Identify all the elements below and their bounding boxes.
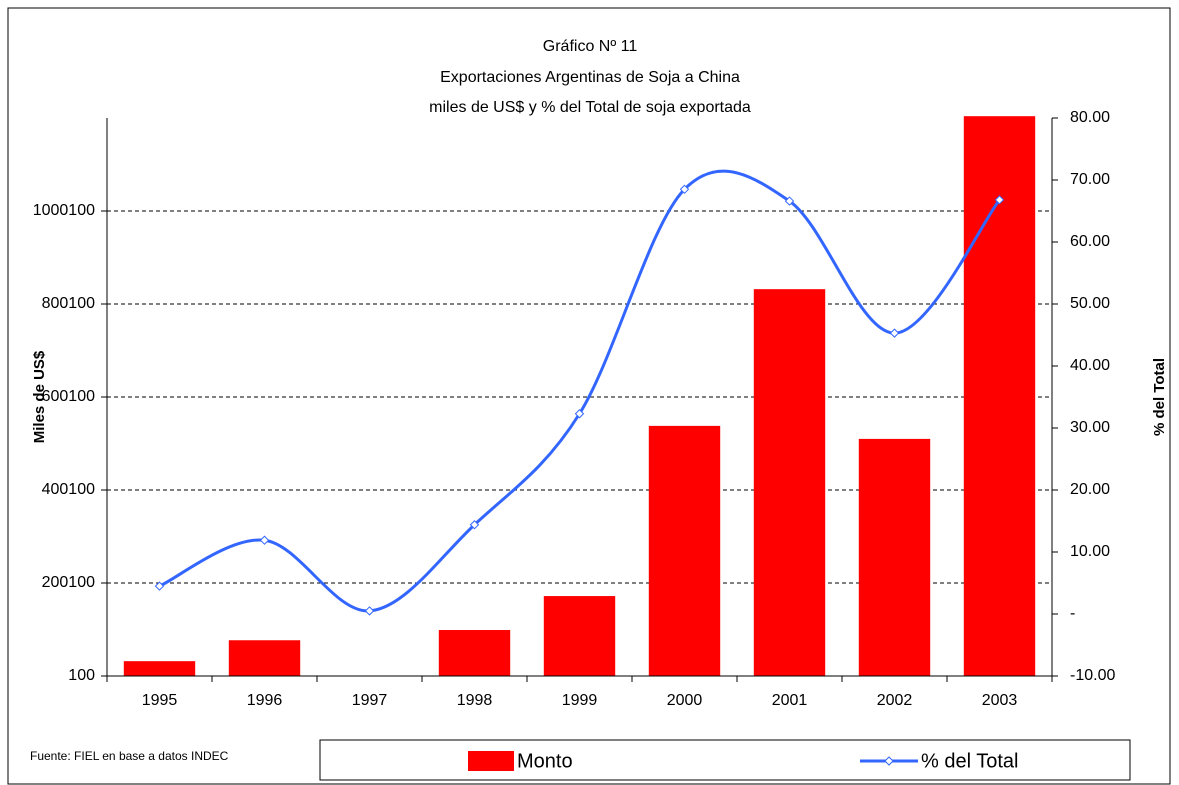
- marker: [364, 606, 375, 616]
- legend-swatch: [468, 751, 514, 771]
- x-tick-label: 1996: [247, 692, 283, 709]
- y2-tick-label: 70.00: [1070, 171, 1110, 188]
- marker: [784, 196, 795, 206]
- line: [158, 169, 1001, 613]
- chart-title: miles de US$ y % del Total de soja expor…: [429, 99, 751, 116]
- x-tick-label: 2003: [982, 692, 1018, 709]
- y2-axis-label: % del Total: [1151, 358, 1168, 436]
- marker: [154, 581, 165, 591]
- y2-tick-label: 10.00: [1070, 543, 1110, 560]
- bar: [438, 630, 511, 676]
- y-tick-label: 1000100: [33, 202, 95, 219]
- y2-tick-label: -10.00: [1070, 667, 1115, 684]
- y2-tick-label: 30.00: [1070, 419, 1110, 436]
- bar: [543, 596, 616, 676]
- legend-box: [319, 739, 1131, 781]
- legend-marker: [884, 756, 894, 766]
- bar: [963, 116, 1036, 676]
- source-note: Fuente: FIEL en base a datos INDEC: [30, 749, 229, 763]
- bar: [648, 425, 721, 676]
- bar: [753, 289, 826, 676]
- x-tick-label: 2001: [772, 692, 808, 709]
- chart-title: Exportaciones Argentinas de Soja a China: [440, 69, 740, 86]
- y-axis-label: Miles de US$: [31, 350, 48, 443]
- marker: [259, 535, 270, 545]
- y2-tick-label: 60.00: [1070, 233, 1110, 250]
- bar: [228, 640, 301, 676]
- y2-tick-label: 50.00: [1070, 295, 1110, 312]
- legend-label: Monto: [517, 750, 573, 772]
- y-tick-label: 200100: [42, 574, 95, 591]
- marker: [679, 184, 690, 195]
- marker: [994, 195, 1005, 205]
- bar: [123, 661, 196, 676]
- marker: [469, 520, 480, 530]
- x-tick-label: 1999: [562, 692, 598, 709]
- marker: [889, 328, 900, 338]
- y2-tick-label: 20.00: [1070, 481, 1110, 498]
- y-tick-label: 800100: [42, 295, 95, 312]
- marker: [574, 409, 585, 419]
- bar: [858, 438, 931, 676]
- chart-title: Gráfico Nº 11: [543, 38, 638, 55]
- legend-label: % del Total: [921, 750, 1018, 772]
- x-tick-label: 2002: [877, 692, 913, 709]
- x-tick-label: 1997: [352, 692, 388, 709]
- y-tick-label: 100: [68, 667, 95, 684]
- x-tick-label: 1995: [142, 692, 178, 709]
- x-tick-label: 1998: [457, 692, 493, 709]
- x-tick-label: 2000: [667, 692, 703, 709]
- y2-tick-label: 40.00: [1070, 357, 1110, 374]
- y2-tick-label: -: [1070, 605, 1075, 622]
- y-tick-label: 600100: [42, 388, 95, 405]
- y-tick-label: 400100: [42, 481, 95, 498]
- y2-tick-label: 80.00: [1070, 109, 1110, 126]
